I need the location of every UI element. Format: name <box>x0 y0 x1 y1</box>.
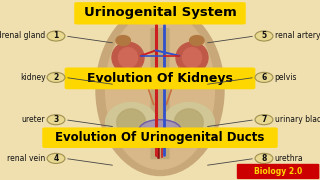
Ellipse shape <box>118 48 138 68</box>
Text: 5: 5 <box>261 31 267 40</box>
Text: Evolution Of Kidneys: Evolution Of Kidneys <box>87 72 233 85</box>
Text: pelvis: pelvis <box>275 73 297 82</box>
Text: ureter: ureter <box>22 115 45 124</box>
Circle shape <box>47 72 65 82</box>
Text: 1: 1 <box>53 31 59 40</box>
Ellipse shape <box>106 11 214 169</box>
Ellipse shape <box>139 120 181 140</box>
Circle shape <box>255 153 273 163</box>
Text: adrenal gland: adrenal gland <box>0 31 45 40</box>
Ellipse shape <box>163 103 214 142</box>
FancyBboxPatch shape <box>150 28 170 159</box>
Circle shape <box>47 31 65 41</box>
Text: 8: 8 <box>261 154 267 163</box>
Ellipse shape <box>182 48 202 68</box>
Text: Urinogenital System: Urinogenital System <box>84 6 236 19</box>
Text: Biology 2.0: Biology 2.0 <box>254 167 302 176</box>
Circle shape <box>47 153 65 163</box>
Text: 3: 3 <box>53 115 59 124</box>
Ellipse shape <box>116 36 131 45</box>
Circle shape <box>255 115 273 125</box>
Text: urinary bladder: urinary bladder <box>275 115 320 124</box>
Circle shape <box>255 72 273 82</box>
Ellipse shape <box>112 42 144 73</box>
FancyBboxPatch shape <box>74 2 246 24</box>
Text: urethra: urethra <box>275 154 303 163</box>
Text: Evolution Of Urinogenital Ducts: Evolution Of Urinogenital Ducts <box>55 131 265 144</box>
Ellipse shape <box>96 4 224 176</box>
FancyBboxPatch shape <box>42 127 278 148</box>
Text: 7: 7 <box>261 115 267 124</box>
Ellipse shape <box>174 109 203 136</box>
Text: 2: 2 <box>53 73 59 82</box>
Ellipse shape <box>117 109 146 136</box>
Circle shape <box>255 31 273 41</box>
Ellipse shape <box>190 36 204 45</box>
FancyBboxPatch shape <box>65 68 255 89</box>
Text: renal vein: renal vein <box>7 154 45 163</box>
Ellipse shape <box>176 42 208 73</box>
Text: kidney: kidney <box>20 73 45 82</box>
Ellipse shape <box>106 103 157 142</box>
Text: 4: 4 <box>53 154 59 163</box>
FancyBboxPatch shape <box>237 164 319 179</box>
Text: 6: 6 <box>261 73 267 82</box>
Circle shape <box>47 115 65 125</box>
Text: renal artery: renal artery <box>275 31 320 40</box>
